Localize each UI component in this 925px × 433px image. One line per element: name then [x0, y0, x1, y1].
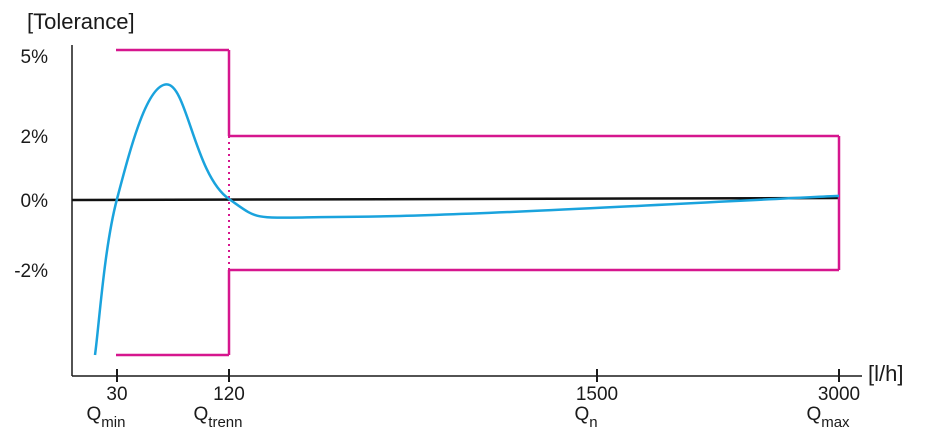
x-tick-label: 120: [213, 384, 245, 405]
q-subscript: trenn: [208, 414, 242, 431]
y-tick-labels: 5% 2% 0% -2%: [14, 47, 48, 282]
x-axis-title: [l/h]: [868, 361, 903, 386]
y-tick-label: 2%: [21, 127, 49, 148]
y-tick-label: 5%: [21, 47, 49, 68]
x-tick-label: 3000: [818, 384, 860, 405]
x-tick-label: 30: [106, 384, 127, 405]
q-designation: Qn: [574, 404, 597, 431]
y-tick-label: 0%: [21, 191, 49, 212]
q-designation: Qmax: [806, 404, 850, 431]
q-base: Q: [806, 404, 821, 425]
q-base: Q: [194, 404, 209, 425]
tolerance-limits: [116, 48, 841, 357]
q-base: Q: [87, 404, 102, 425]
x-axis-title-group: [l/h]: [868, 361, 903, 386]
y-axis-title: [Tolerance]: [27, 9, 135, 34]
y-axis-title-group: [Tolerance]: [27, 9, 135, 34]
q-subscript: min: [101, 414, 125, 431]
zero-reference-line: [71, 196, 841, 202]
q-designation: Qtrenn: [194, 404, 243, 431]
q-subscript: max: [821, 414, 850, 431]
y-tick-label: -2%: [14, 261, 48, 282]
q-designation: Qmin: [87, 404, 126, 431]
x-tick-label: 1500: [576, 384, 618, 405]
q-base: Q: [574, 404, 589, 425]
error-curve: [93, 83, 840, 356]
q-subscript: n: [589, 414, 597, 431]
